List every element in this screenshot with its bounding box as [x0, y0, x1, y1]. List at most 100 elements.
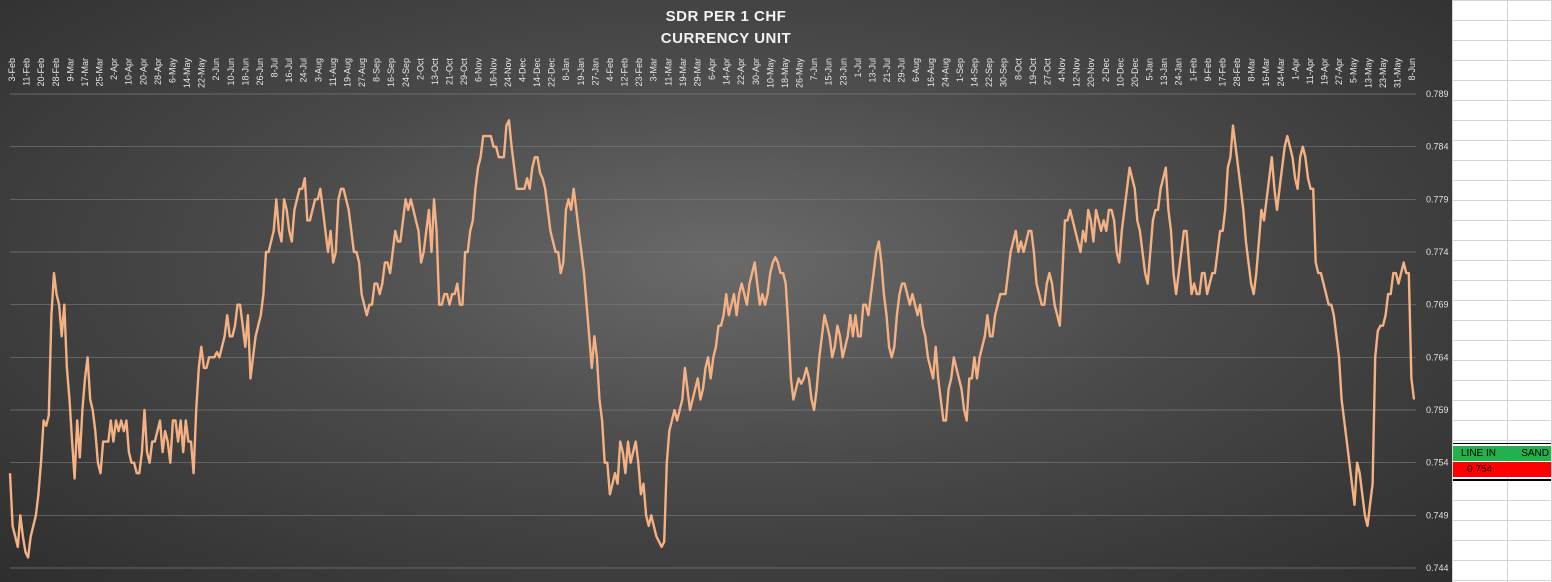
series-line-layer	[8, 119, 1416, 559]
x-tick-label: 4-Feb	[605, 58, 615, 82]
x-tick-label: 21-Jul	[882, 58, 892, 83]
x-tick-label: 28-Feb	[1232, 58, 1242, 87]
x-tick-label: 14-Sep	[970, 58, 980, 87]
y-tick-label: 0.754	[1426, 458, 1449, 468]
x-tick-label: 15-Jun	[824, 58, 834, 86]
x-tick-label: 10-May	[765, 58, 775, 89]
x-tick-label: 19-Mar	[678, 58, 688, 87]
chart-title: SDR PER 1 CHF	[666, 8, 787, 25]
x-tick-label: 4-Nov	[1057, 58, 1067, 83]
x-tick-label: 19-Apr	[1320, 58, 1330, 85]
x-tick-label: 18-Jun	[240, 58, 250, 86]
y-tick-label: 0.779	[1426, 194, 1449, 204]
x-tick-label: 25-Mar	[95, 58, 105, 87]
x-tick-label: 16-Nov	[488, 58, 498, 88]
x-tick-label: 31-May	[1392, 58, 1402, 89]
x-tick-label: 27-Apr	[1334, 58, 1344, 85]
x-tick-label: 27-Aug	[357, 58, 367, 87]
x-tick-label: 20-Feb	[36, 58, 46, 87]
x-tick-label: 23-May	[1378, 58, 1388, 89]
x-tick-label: 12-Feb	[620, 58, 630, 87]
x-tick-label: 22-Sep	[984, 58, 994, 87]
line-chart: SDR PER 1 CHF CURRENCY UNIT 3-Feb 11-Feb 2…	[7, 8, 1449, 573]
x-tick-label: 3-Aug	[313, 58, 323, 82]
x-tick-label: 2-Dec	[1101, 58, 1111, 83]
x-tick-label: 28-Feb	[51, 58, 61, 87]
x-tick-label: 8-Oct	[1013, 58, 1023, 81]
x-tick-label: 19-Oct	[1028, 58, 1038, 86]
x-tick-label: 19-Jan	[576, 58, 586, 86]
sand-label: SAND	[1521, 448, 1549, 459]
x-tick-label: 18-May	[780, 58, 790, 89]
x-tick-label: 11-Feb	[22, 58, 32, 86]
x-tick-label: 12-Nov	[1072, 58, 1082, 88]
x-tick-label: 14-Apr	[722, 58, 732, 85]
x-tick-label: 24-Jan	[1174, 58, 1184, 86]
x-axis-ticks: 3-Feb 11-Feb 20-Feb 28-Feb 9-Mar 17-Mar 25-Mar…	[7, 58, 1417, 89]
y-tick-label: 0.749	[1426, 510, 1449, 520]
x-tick-label: 6-Nov	[474, 58, 484, 83]
x-tick-label: 6-May	[167, 58, 177, 84]
x-tick-label: 1-Sep	[955, 58, 965, 82]
x-tick-label: 5-Jan	[1145, 58, 1155, 81]
line-in-sand-value: 0.754	[1467, 464, 1493, 475]
x-tick-label: 1-Feb	[1188, 58, 1198, 82]
x-tick-label: 24-Nov	[503, 58, 513, 88]
x-tick-label: 10-Dec	[1115, 58, 1125, 88]
x-tick-label: 24-Jul	[299, 58, 309, 83]
x-tick-label: 17-Feb	[1217, 58, 1227, 87]
x-tick-label: 24-Sep	[401, 58, 411, 87]
x-tick-label: 23-Feb	[634, 58, 644, 87]
x-tick-label: 16-Jul	[284, 58, 294, 83]
x-tick-label: 8-Mar	[1247, 58, 1257, 82]
x-tick-label: 3-Mar	[649, 58, 659, 82]
x-tick-label: 19-Aug	[342, 58, 352, 87]
x-tick-label: 26-Jun	[255, 58, 265, 86]
x-tick-label: 3-Feb	[7, 58, 17, 82]
x-tick-label: 10-Apr	[124, 58, 134, 85]
x-tick-label: 1-Apr	[1290, 58, 1300, 80]
x-tick-label: 9-Mar	[65, 58, 75, 82]
x-tick-label: 2-Oct	[415, 58, 425, 81]
y-tick-label: 0.759	[1426, 405, 1449, 415]
x-tick-label: 20-Apr	[138, 58, 148, 85]
x-tick-label: 26-May	[795, 58, 805, 89]
grid-lines	[10, 93, 1416, 569]
spreadsheet-cells	[1452, 0, 1552, 582]
x-tick-label: 6-Apr	[707, 58, 717, 80]
x-tick-label: 8-Jun	[1407, 58, 1417, 81]
x-tick-label: 2-Apr	[109, 58, 119, 80]
x-tick-label: 29-Jul	[897, 58, 907, 83]
line-in-sand-box: LINE IN SAND 0.754	[1453, 443, 1551, 481]
x-tick-label: 7-Jun	[809, 58, 819, 81]
x-tick-label: 20-Dec	[1130, 58, 1140, 88]
x-tick-label: 23-Jun	[838, 58, 848, 86]
y-tick-label: 0.784	[1426, 142, 1449, 152]
x-tick-label: 22-Apr	[736, 58, 746, 85]
x-tick-label: 11-Aug	[328, 58, 338, 86]
x-tick-label: 16-Sep	[386, 58, 396, 87]
x-tick-label: 16-Mar	[1261, 58, 1271, 87]
x-tick-label: 4-Dec	[517, 58, 527, 83]
x-tick-label: 29-Mar	[692, 58, 702, 87]
x-tick-label: 14-Dec	[532, 58, 542, 88]
x-tick-label: 14-May	[182, 58, 192, 89]
chart-area: SDR PER 1 CHF CURRENCY UNIT 3-Feb 11-Feb 2…	[0, 0, 1452, 582]
y-tick-label: 0.774	[1426, 247, 1449, 257]
y-tick-label: 0.744	[1426, 563, 1449, 573]
x-tick-label: 1-Jul	[853, 58, 863, 78]
x-tick-label: 6-Aug	[911, 58, 921, 82]
x-tick-label: 22-May	[197, 58, 207, 89]
series-line	[8, 119, 1416, 559]
x-tick-label: 9-Feb	[1203, 58, 1213, 82]
x-tick-label: 13-May	[1363, 58, 1373, 89]
x-tick-label: 17-Mar	[80, 58, 90, 87]
line-in-sand-value-row: 0.754	[1453, 462, 1551, 477]
line-in-label: LINE IN	[1461, 448, 1497, 459]
x-tick-label: 20-Nov	[1086, 58, 1096, 88]
x-tick-label: 16-Aug	[926, 58, 936, 87]
x-tick-label: 5-May	[1349, 58, 1359, 84]
x-tick-label: 21-Oct	[445, 58, 455, 86]
x-tick-label: 22-Dec	[547, 58, 557, 88]
x-tick-label: 24-Mar	[1276, 58, 1286, 87]
